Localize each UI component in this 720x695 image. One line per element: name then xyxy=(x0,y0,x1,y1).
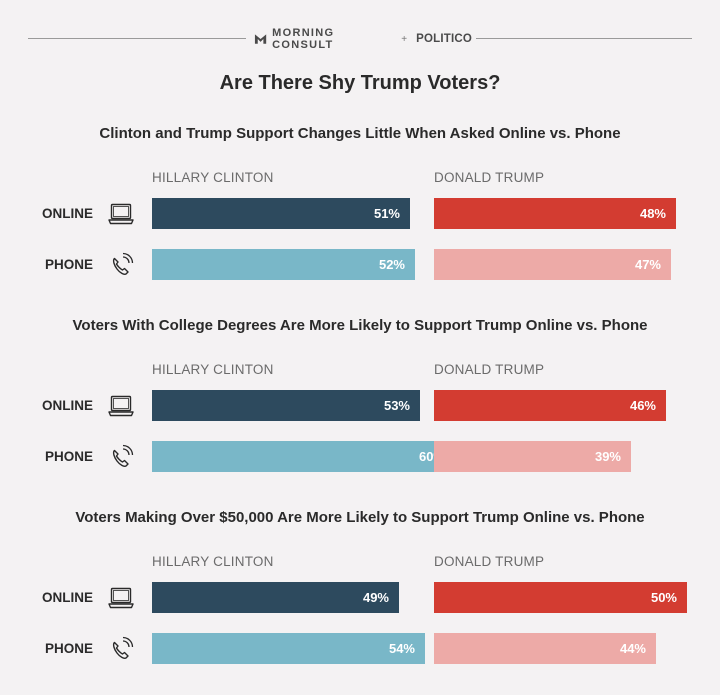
phone-icon xyxy=(106,250,136,280)
candidate-header: HILLARY CLINTON xyxy=(152,170,274,185)
bar-row: PHONE 54% 44% xyxy=(0,633,720,664)
row-label: PHONE xyxy=(44,641,93,656)
candidate-header: DONALD TRUMP xyxy=(434,362,545,377)
morning-consult-logo-icon xyxy=(254,34,267,44)
bar-row: ONLINE 51% 48% xyxy=(0,198,720,229)
data-label: 52% xyxy=(378,257,405,272)
header-brand: MORNING CONSULT + POLITICO xyxy=(254,27,472,51)
data-label: 47% xyxy=(634,257,661,272)
bar: 46% xyxy=(434,390,666,421)
data-label: 46% xyxy=(629,398,656,413)
laptop-icon xyxy=(106,583,136,613)
row-label: ONLINE xyxy=(41,590,93,605)
candidate-header: HILLARY CLINTON xyxy=(152,554,274,569)
candidate-header: DONALD TRUMP xyxy=(434,554,545,569)
data-label: 51% xyxy=(373,206,400,221)
section-title: Clinton and Trump Support Changes Little… xyxy=(99,125,621,142)
row-label: ONLINE xyxy=(41,206,93,221)
data-label: 54% xyxy=(388,641,415,656)
brand-name: MORNING CONSULT xyxy=(272,27,335,51)
data-label: 50% xyxy=(650,590,677,605)
phone-icon xyxy=(106,442,136,472)
chart-section: Clinton and Trump Support Changes Little… xyxy=(0,125,720,295)
data-label: 53% xyxy=(383,398,410,413)
bar: 44% xyxy=(434,633,656,664)
bar: 51% xyxy=(152,198,410,229)
brand-separator: + xyxy=(401,33,408,45)
section-title: Voters With College Degrees Are More Lik… xyxy=(72,317,648,334)
candidate-header: HILLARY CLINTON xyxy=(152,362,274,377)
header-bar: MORNING CONSULT + POLITICO xyxy=(28,27,692,51)
bar: 47% xyxy=(434,249,671,280)
chart-section: Voters With College Degrees Are More Lik… xyxy=(0,317,720,487)
row-label: PHONE xyxy=(44,257,93,272)
bar: 54% xyxy=(152,633,425,664)
header-rule-left xyxy=(28,38,246,39)
bar-row: PHONE 52% 47% xyxy=(0,249,720,280)
bar: 48% xyxy=(434,198,676,229)
bar: 39% xyxy=(434,441,631,472)
bar: 52% xyxy=(152,249,415,280)
bar-row: ONLINE 53% 46% xyxy=(0,390,720,421)
row-label: ONLINE xyxy=(41,398,93,413)
bar-row: ONLINE 49% 50% xyxy=(0,582,720,613)
bar: 53% xyxy=(152,390,420,421)
bar-row: PHONE 60% 39% xyxy=(0,441,720,472)
data-label: 49% xyxy=(362,590,389,605)
partner-name: POLITICO xyxy=(416,33,472,45)
laptop-icon xyxy=(106,391,136,421)
phone-icon xyxy=(106,634,136,664)
bar: 49% xyxy=(152,582,399,613)
data-label: 48% xyxy=(639,206,666,221)
laptop-icon xyxy=(106,199,136,229)
candidate-header: DONALD TRUMP xyxy=(434,170,545,185)
row-label: PHONE xyxy=(44,449,93,464)
chart-section: Voters Making Over $50,000 Are More Like… xyxy=(0,509,720,679)
header-rule-right xyxy=(476,38,692,39)
bar: 60% xyxy=(152,441,455,472)
bar: 50% xyxy=(434,582,687,613)
data-label: 44% xyxy=(619,641,646,656)
page-title: Are There Shy Trump Voters? xyxy=(219,72,501,94)
section-title: Voters Making Over $50,000 Are More Like… xyxy=(75,509,645,526)
data-label: 39% xyxy=(594,449,621,464)
